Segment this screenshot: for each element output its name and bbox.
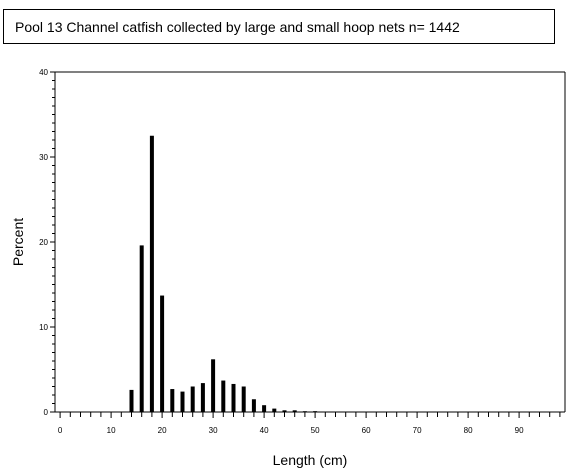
x-tick-label: 30 xyxy=(209,426,218,435)
y-tick-label: 0 xyxy=(44,408,49,417)
histogram-bar xyxy=(149,135,154,412)
histogram-bar xyxy=(313,411,318,412)
x-tick-label: 20 xyxy=(158,426,167,435)
bars xyxy=(129,135,318,412)
histogram-bar xyxy=(221,380,226,412)
x-tick-label: 0 xyxy=(58,426,63,435)
x-tick-label: 90 xyxy=(515,426,524,435)
x-tick-label: 10 xyxy=(107,426,116,435)
y-tick-label: 10 xyxy=(39,323,48,332)
histogram-bar xyxy=(211,359,216,412)
histogram-bar xyxy=(129,389,134,412)
x-tick-label: 70 xyxy=(413,426,422,435)
y-tick-label: 30 xyxy=(39,153,48,162)
x-tick-label: 50 xyxy=(311,426,320,435)
y-tick-label: 40 xyxy=(39,68,48,77)
axes xyxy=(50,71,566,418)
histogram-bar xyxy=(231,383,236,412)
histogram-bar xyxy=(282,410,287,412)
histogram-bar xyxy=(302,411,307,412)
x-axis-title: Length (cm) xyxy=(273,452,348,468)
histogram-bar xyxy=(180,391,185,412)
histogram-bar xyxy=(292,410,297,412)
histogram-bar xyxy=(200,383,205,412)
histogram-bar xyxy=(160,295,165,412)
labels: 0 10 20 30 40 0 10 20 30 40 50 60 70 80 90 Length (cm) P… xyxy=(10,68,524,468)
y-axis-title: Percent xyxy=(10,218,26,266)
histogram-bar xyxy=(241,386,246,412)
histogram-bar xyxy=(139,245,144,412)
x-tick-label: 60 xyxy=(362,426,371,435)
histogram-bar xyxy=(251,399,256,412)
histogram-bar xyxy=(190,386,195,412)
chart-title-box: Pool 13 Channel catfish collected by lar… xyxy=(3,9,555,44)
y-tick-label: 20 xyxy=(39,238,48,247)
histogram-bar xyxy=(272,408,277,412)
x-tick-label: 80 xyxy=(464,426,473,435)
histogram-bar xyxy=(170,389,175,412)
chart-title: Pool 13 Channel catfish collected by lar… xyxy=(15,19,460,35)
histogram-bar xyxy=(262,405,267,412)
x-tick-label: 40 xyxy=(260,426,269,435)
